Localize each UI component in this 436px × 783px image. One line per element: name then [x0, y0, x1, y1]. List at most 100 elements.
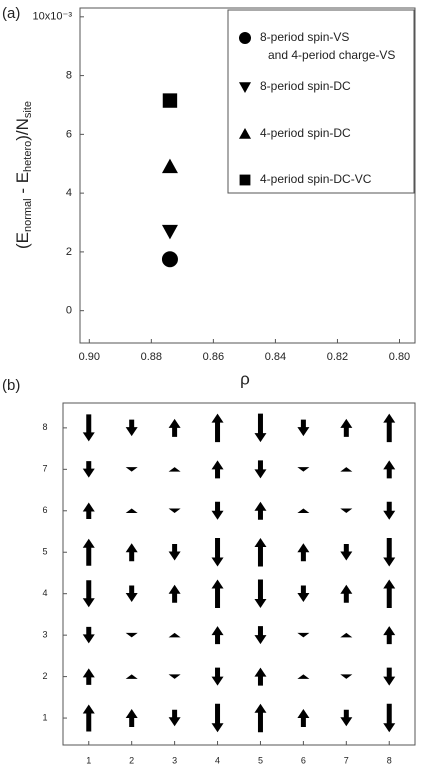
spin-arrow — [254, 413, 267, 443]
spin-arrow — [211, 460, 224, 479]
legend-label-line: 8-period spin-VS — [260, 30, 349, 44]
spin-arrow — [254, 460, 267, 479]
legend-marker — [239, 174, 251, 186]
marker-triangle-up — [161, 158, 178, 174]
spin-arrow — [383, 703, 396, 733]
spin-arrow — [125, 632, 138, 638]
spin-arrow — [125, 467, 138, 472]
marker-circle — [161, 251, 178, 268]
plot-frame — [62, 402, 416, 746]
x-axis-label: ρ — [240, 369, 250, 388]
spin-arrow — [383, 460, 396, 479]
x-tick-label: 0.82 — [327, 351, 348, 363]
spin-arrow — [211, 537, 224, 567]
spin-arrow — [168, 584, 181, 603]
spin-arrow — [168, 418, 181, 437]
spin-arrow — [82, 668, 95, 685]
y-tick-label: 8 — [66, 69, 72, 81]
x-tick-label: 0.80 — [389, 351, 410, 363]
spin-arrow — [297, 543, 310, 562]
spin-arrow — [125, 585, 138, 602]
spin-arrow — [297, 585, 310, 602]
y-axis-label: (Enormal - Ehetero)/Nsite — [13, 101, 33, 249]
plot-frame — [79, 7, 416, 344]
spin-arrow — [383, 537, 396, 567]
spin-arrow — [125, 709, 138, 728]
x-tick-label: 0.84 — [265, 351, 286, 363]
panel-label: (a) — [2, 5, 20, 22]
x-tick-label: 1 — [86, 755, 91, 765]
spin-arrow — [297, 467, 310, 472]
spin-arrow — [340, 467, 353, 472]
spin-arrow — [297, 508, 310, 514]
spin-arrow — [168, 674, 181, 679]
spin-arrow — [211, 501, 224, 520]
spin-arrow — [125, 674, 138, 679]
x-tick-label: 2 — [129, 755, 134, 765]
spin-arrow — [82, 704, 95, 732]
spin-arrow — [82, 626, 95, 644]
y-axis-label-part: - E — [13, 172, 32, 198]
spin-arrow — [168, 508, 181, 514]
y-tick-label: 2 — [42, 671, 47, 681]
spin-arrow — [254, 537, 267, 567]
legend-label: 4-period spin-DC-VC — [260, 172, 372, 186]
spin-arrow — [168, 632, 181, 638]
x-tick-label: 5 — [258, 755, 263, 765]
legend-label: 4-period spin-DC — [260, 126, 351, 140]
x-tick-label: 0.86 — [203, 351, 224, 363]
spin-arrow — [383, 626, 396, 645]
spin-arrow — [383, 667, 396, 686]
spin-arrow — [168, 467, 181, 472]
x-tick-label: 0.88 — [141, 351, 162, 363]
y-axis-label-part: (E — [13, 232, 32, 249]
y-tick-label: 7 — [42, 464, 47, 474]
spin-arrow — [82, 538, 95, 566]
spin-arrow — [383, 579, 396, 608]
y-tick-label: 4 — [42, 588, 47, 598]
y-tick-label: 10x10⁻³ — [33, 11, 73, 23]
legend-label: 8-period spin-DC — [260, 79, 351, 93]
legend-label-line: and 4-period charge-VS — [268, 48, 395, 62]
spin-arrow — [383, 413, 396, 443]
spin-arrow — [340, 674, 353, 679]
spin-arrow — [297, 709, 310, 728]
legend-marker — [239, 82, 251, 93]
legend-marker — [239, 32, 251, 44]
y-tick-label: 0 — [66, 305, 72, 317]
y-tick-label: 6 — [66, 128, 72, 140]
spin-arrow — [340, 508, 353, 514]
x-tick-label: 4 — [215, 755, 220, 765]
spin-arrow — [297, 674, 310, 679]
spin-arrow — [254, 703, 267, 733]
spin-arrow — [125, 419, 138, 437]
spin-arrow — [340, 584, 353, 603]
spin-arrow — [82, 461, 95, 478]
spin-arrow — [383, 501, 396, 520]
spin-arrow — [168, 709, 181, 727]
spin-arrow — [211, 413, 224, 443]
y-tick-label: 1 — [42, 712, 47, 722]
x-tick-label: 3 — [172, 755, 177, 765]
y-tick-label: 5 — [42, 547, 47, 557]
legend-label: 8-period spin-VS and 4-period charge-VS — [260, 30, 395, 62]
spin-arrow — [211, 626, 224, 645]
y-tick-label: 2 — [66, 246, 72, 258]
y-tick-label: 4 — [66, 187, 72, 199]
spin-arrow — [82, 580, 95, 608]
marker-square — [162, 93, 178, 108]
spin-arrow — [254, 667, 267, 686]
spin-arrow — [125, 508, 138, 514]
legend-box — [227, 9, 415, 194]
spin-arrow — [254, 626, 267, 645]
spin-arrow — [340, 632, 353, 638]
spin-arrow — [125, 543, 138, 562]
y-axis-label-part: )/N — [13, 118, 32, 141]
x-tick-label: 7 — [344, 755, 349, 765]
y-tick-label: 3 — [42, 630, 47, 640]
x-tick-label: 0.90 — [79, 351, 100, 363]
y-axis-label-subscript: normal — [22, 198, 34, 232]
legend-marker — [239, 128, 251, 139]
spin-arrow — [211, 579, 224, 608]
